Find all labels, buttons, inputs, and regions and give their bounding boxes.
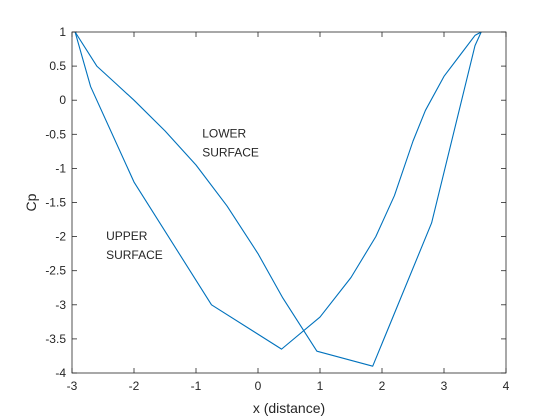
annotation-1-line-2: SURFACE <box>202 146 259 160</box>
axis-layer: -3 -2 -1 0 1 2 3 4 1 0.5 0 -0.5 -1 -1.5 -2 -2.5 -3 -3.5 -4 <box>45 25 509 393</box>
x-tick-label: 1 <box>317 379 324 393</box>
x-tick-label: -1 <box>191 379 202 393</box>
annotation-2-line-1: UPPER <box>106 229 148 243</box>
y-tick-label: 0.5 <box>49 59 66 73</box>
annotation-2-line-2: SURFACE <box>106 248 163 262</box>
y-tick-label: -3.5 <box>45 332 66 346</box>
annotation-1-line-1: LOWER <box>202 127 246 141</box>
y-tick-label: 0 <box>59 93 66 107</box>
x-tick-label: -3 <box>67 379 78 393</box>
y-tick-label: -2.5 <box>45 264 66 278</box>
y-tick-label: -1.5 <box>45 196 66 210</box>
y-tick-label: -4 <box>55 366 66 380</box>
x-tick-label: 2 <box>379 379 386 393</box>
x-tick-label: -2 <box>129 379 140 393</box>
x-tick-label: 4 <box>503 379 510 393</box>
y-tick-label: -1 <box>55 161 66 175</box>
plot-layer: LOWER SURFACE UPPER SURFACE <box>74 32 482 367</box>
y-axis-label: Cp <box>23 193 39 211</box>
x-tick-label: 3 <box>441 379 448 393</box>
y-tick-label: -2 <box>55 230 66 244</box>
y-tick-label: 1 <box>59 25 66 39</box>
series-line-1 <box>74 32 482 367</box>
x-axis-label: x (distance) <box>253 400 325 416</box>
series-line-2 <box>74 32 482 350</box>
y-tick-label: -3 <box>55 298 66 312</box>
y-tick-label: -0.5 <box>45 127 66 141</box>
x-tick-label: 0 <box>255 379 262 393</box>
